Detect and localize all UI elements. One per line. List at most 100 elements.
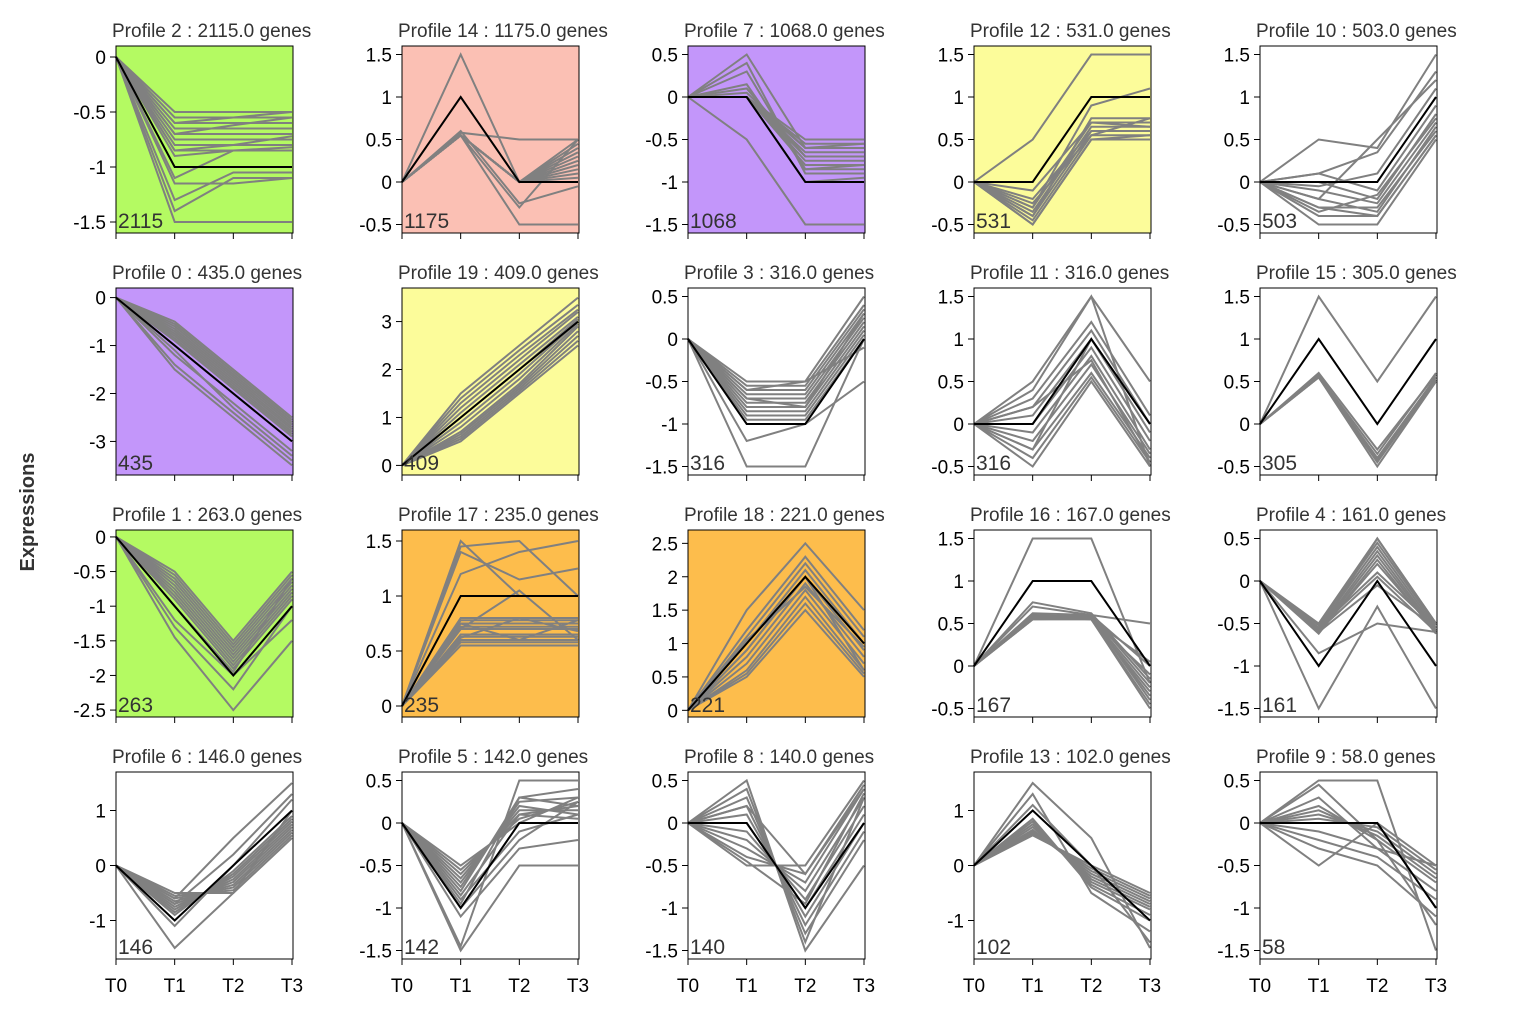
y-tick-label: 1 xyxy=(381,408,392,429)
gene-line xyxy=(401,304,579,467)
gene-line xyxy=(115,809,293,950)
gene-line xyxy=(973,53,1150,183)
gene-line xyxy=(687,83,864,171)
y-tick-label: -1 xyxy=(89,337,106,358)
y-tick-label: -0.5 xyxy=(359,857,392,878)
gene-line xyxy=(1259,783,1437,926)
profile-panel: Profile 16 : 167.0 genes 1.5 1 0.5 0 -0.5 167 xyxy=(931,505,1171,723)
y-tick-label: -0.5 xyxy=(931,700,964,721)
gene-line xyxy=(973,117,1150,218)
panel-background xyxy=(974,530,1151,717)
y-tick-label: 1.5 xyxy=(1224,288,1250,309)
y-tick-label: 0 xyxy=(1239,415,1250,436)
panel-title: Profile 18 : 221.0 genes xyxy=(684,505,885,526)
gene-line xyxy=(401,339,579,467)
gene-line xyxy=(973,613,1151,667)
gene-line xyxy=(973,130,1150,201)
y-tick-label: -0.5 xyxy=(645,373,678,394)
panel-background xyxy=(116,772,293,959)
profile-panel: Profile 10 : 503.0 genes 1.5 1 0.5 0 -0.5 503 xyxy=(1217,21,1457,239)
profile-panel: Profile 1 : 263.0 genes 0 -0.5 -1 -1.5 -2 -2.5… xyxy=(73,505,302,723)
y-tick-label: 0.5 xyxy=(1224,772,1250,793)
gene-line xyxy=(115,793,293,906)
y-tick-label: -1 xyxy=(947,912,964,933)
gene-line xyxy=(687,595,865,712)
gene-line xyxy=(687,608,865,712)
panel-title: Profile 17 : 235.0 genes xyxy=(398,505,599,526)
gene-line xyxy=(401,617,578,707)
gene-line xyxy=(115,782,293,900)
gene-line xyxy=(401,813,579,897)
y-tick-label: 0 xyxy=(1239,173,1250,194)
y-tick-label: 1 xyxy=(953,572,964,593)
gene-line xyxy=(401,644,578,707)
y-tick-label: 0.5 xyxy=(1224,131,1250,152)
gene-line xyxy=(973,537,1151,684)
x-tick-label: T3 xyxy=(567,976,589,997)
panel-title: Profile 15 : 305.0 genes xyxy=(1256,263,1457,284)
gene-line xyxy=(687,338,865,392)
gene-line xyxy=(687,53,864,149)
gene-line xyxy=(1259,121,1437,205)
y-tick-label: 0 xyxy=(667,701,678,722)
gene-line xyxy=(115,56,293,152)
gene-line xyxy=(115,536,293,657)
y-tick-label: 3 xyxy=(381,313,392,334)
panel-title: Profile 2 : 2115.0 genes xyxy=(112,21,311,42)
profile-panel: Profile 12 : 531.0 genes 1.5 1 0.5 0 -0.5 531 xyxy=(931,21,1171,239)
x-tick-label: T3 xyxy=(1139,976,1161,997)
gene-line xyxy=(973,320,1151,425)
panel-title: Profile 3 : 316.0 genes xyxy=(684,263,874,284)
panel-title: Profile 5 : 142.0 genes xyxy=(398,747,588,768)
y-tick-label: -0.5 xyxy=(73,103,106,124)
gene-line xyxy=(401,311,579,467)
x-tick-label: T3 xyxy=(281,976,303,997)
gene-line xyxy=(1259,536,1437,634)
gene-count-label: 221 xyxy=(690,694,725,717)
gene-line xyxy=(115,536,293,650)
panel-frame xyxy=(687,529,866,718)
y-tick-label: -1 xyxy=(661,173,678,194)
x-tick-label: T1 xyxy=(164,976,186,997)
gene-line xyxy=(401,550,579,707)
profile-panel: Profile 4 : 161.0 genes 0.5 0 -0.5 -1 -1.5 161 xyxy=(1217,505,1446,723)
y-tick-label: -0.5 xyxy=(73,563,106,584)
y-tick-label: 0 xyxy=(1239,814,1250,835)
gene-line xyxy=(401,316,579,467)
gene-count-label: 2115 xyxy=(118,210,163,233)
y-tick-label: -1 xyxy=(661,415,678,436)
gene-line xyxy=(115,56,292,141)
gene-line xyxy=(1259,134,1437,218)
panel-frame xyxy=(401,529,580,718)
gene-line xyxy=(687,601,865,712)
y-tick-label: -1.5 xyxy=(1217,942,1250,963)
gene-line xyxy=(1259,87,1437,188)
y-tick-label: 1.5 xyxy=(652,601,678,622)
y-tick-label: 2 xyxy=(381,361,392,382)
y-tick-label: 1.5 xyxy=(1224,46,1250,67)
profile-panel: Profile 9 : 58.0 genes 0.5 0 -0.5 -1 -1.5 T0 T1… xyxy=(1217,747,1447,997)
gene-line xyxy=(1259,294,1437,425)
y-tick-label: 2 xyxy=(667,568,678,589)
model-profile-line xyxy=(974,96,1150,183)
gene-line xyxy=(973,601,1151,680)
gene-line xyxy=(115,296,293,424)
panel-background xyxy=(1260,772,1437,959)
gene-line xyxy=(687,325,865,408)
gene-count-label: 102 xyxy=(976,936,1011,959)
model-profile-line xyxy=(401,595,578,707)
gene-line xyxy=(401,133,578,226)
gene-line xyxy=(401,308,579,467)
y-tick-label: -0.5 xyxy=(1217,216,1250,237)
y-tick-label: 0 xyxy=(381,697,392,718)
y-tick-label: 0.5 xyxy=(366,772,392,793)
y-tick-label: -0.5 xyxy=(1217,857,1250,878)
x-tick-label: T0 xyxy=(677,976,699,997)
y-tick-label: -1 xyxy=(1233,899,1250,920)
y-tick-label: 1.5 xyxy=(366,46,392,67)
gene-count-label: 1068 xyxy=(690,210,737,233)
x-tick-label: T0 xyxy=(105,976,127,997)
y-tick-label: -1.5 xyxy=(1217,700,1250,721)
profile-panel: Profile 8 : 140.0 genes 0.5 0 -0.5 -1 -1.5 T0 T… xyxy=(645,747,875,997)
gene-line xyxy=(401,344,579,467)
